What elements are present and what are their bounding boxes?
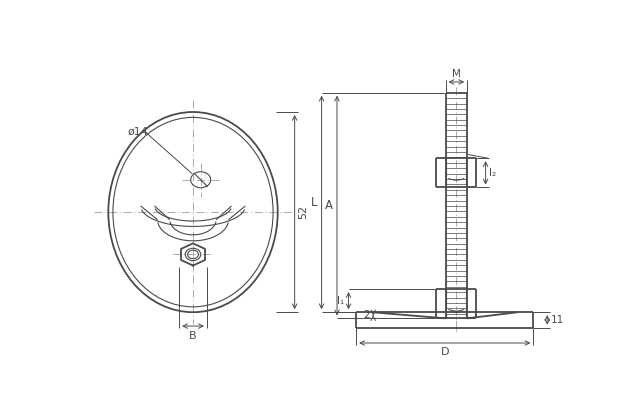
Text: B: B [189, 331, 197, 341]
Text: 11: 11 [551, 315, 564, 325]
Text: 52: 52 [298, 205, 309, 219]
Text: 2: 2 [363, 310, 370, 320]
Text: D: D [441, 347, 449, 357]
Text: ø14: ø14 [128, 126, 148, 136]
Text: M: M [452, 69, 461, 79]
Text: l₂: l₂ [489, 168, 497, 178]
Text: L: L [311, 196, 317, 209]
Text: A: A [325, 199, 333, 212]
Text: l₁: l₁ [337, 296, 345, 306]
